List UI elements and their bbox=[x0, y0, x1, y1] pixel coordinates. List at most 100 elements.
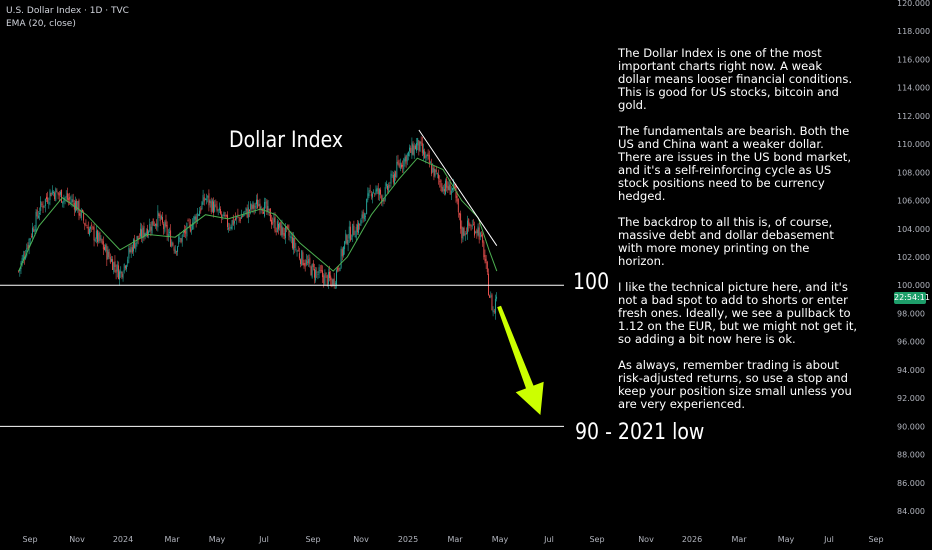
candle-body bbox=[283, 233, 285, 236]
candle-body bbox=[403, 158, 405, 170]
indicator-line[interactable]: EMA (20, close) bbox=[6, 19, 76, 29]
candle-body bbox=[345, 233, 347, 244]
candle-body bbox=[407, 152, 409, 157]
candle-body bbox=[222, 214, 224, 216]
candle-body bbox=[92, 226, 94, 229]
candle-body bbox=[109, 257, 111, 263]
candle-body bbox=[171, 241, 173, 247]
candles bbox=[18, 136, 498, 320]
candle-body bbox=[432, 167, 434, 173]
candle-body bbox=[79, 213, 81, 216]
candle-body bbox=[223, 212, 225, 217]
candle-body bbox=[85, 224, 87, 226]
candle-body bbox=[421, 143, 423, 153]
candle-body bbox=[101, 239, 103, 244]
candle-body bbox=[76, 200, 78, 211]
candle-body bbox=[196, 212, 198, 222]
candle-body bbox=[36, 209, 38, 217]
candle-body bbox=[441, 187, 443, 193]
candle-body bbox=[341, 249, 343, 257]
candle-body bbox=[494, 298, 496, 314]
candle-body bbox=[329, 271, 330, 278]
candle-body bbox=[63, 198, 65, 203]
candle-body bbox=[37, 215, 39, 218]
candle-body bbox=[496, 296, 498, 299]
candle-body bbox=[172, 243, 174, 246]
candle-body bbox=[102, 241, 104, 250]
candle-body bbox=[237, 214, 239, 216]
candle-body bbox=[289, 236, 291, 238]
candle-body bbox=[484, 254, 486, 262]
candle-body bbox=[249, 209, 250, 212]
candle-body bbox=[252, 201, 254, 209]
candle-body bbox=[467, 220, 469, 234]
candle-body bbox=[367, 193, 369, 200]
commentary-block: The Dollar Index is one of the most impo… bbox=[618, 47, 858, 411]
ema-layer bbox=[18, 157, 498, 272]
time-tick-label: May bbox=[778, 535, 795, 544]
candle-body bbox=[427, 152, 429, 157]
candle-body bbox=[450, 190, 452, 195]
price-axis[interactable]: 84.000 86.000 88.000 90.000 92.000 94.000 96.0… bbox=[897, 0, 930, 516]
chart-legend: U.S. Dollar Index · 1D · TVC EMA (20, cl… bbox=[6, 5, 129, 31]
candle-body bbox=[210, 201, 212, 212]
price-tick-label: 100.000 bbox=[897, 281, 930, 290]
candle-body bbox=[200, 208, 202, 212]
candle-body bbox=[215, 204, 217, 206]
candle-body bbox=[158, 213, 160, 217]
candle-body bbox=[259, 203, 261, 211]
candle-body bbox=[419, 141, 421, 152]
level-90-label: 90 - 2021 low bbox=[575, 420, 705, 445]
candle-body bbox=[46, 196, 47, 200]
candle-body bbox=[169, 232, 170, 233]
downtrend-line bbox=[418, 129, 498, 246]
candle-body bbox=[294, 237, 296, 248]
candle-body bbox=[392, 174, 394, 183]
candle-body bbox=[122, 273, 124, 279]
candle-body bbox=[413, 145, 415, 156]
candle-body bbox=[334, 282, 336, 285]
candle-body bbox=[336, 270, 337, 285]
candle-body bbox=[199, 210, 201, 216]
time-tick-label: Nov bbox=[69, 535, 85, 544]
candle-body bbox=[461, 226, 463, 239]
price-tick-label: 92.000 bbox=[897, 394, 925, 403]
time-tick-label: 2026 bbox=[682, 535, 702, 544]
candle-body bbox=[381, 195, 383, 202]
candle-body bbox=[180, 238, 182, 243]
candle-body bbox=[80, 210, 82, 218]
candle-body bbox=[351, 238, 353, 240]
price-tick-label: 106.000 bbox=[897, 197, 930, 206]
candle-body bbox=[192, 222, 194, 230]
candle-body bbox=[378, 189, 380, 195]
candle-body bbox=[442, 186, 444, 192]
candle-body bbox=[94, 239, 96, 242]
candle-body bbox=[177, 246, 179, 252]
candle-body bbox=[475, 231, 477, 233]
candle-body bbox=[244, 211, 246, 213]
candle-body bbox=[22, 254, 24, 261]
symbol-line[interactable]: U.S. Dollar Index · 1D · TVC bbox=[6, 6, 129, 16]
time-tick-label: Sep bbox=[22, 535, 37, 544]
candle-body bbox=[375, 189, 377, 194]
candle-body bbox=[296, 250, 298, 252]
candle-body bbox=[404, 156, 406, 162]
candle-body bbox=[34, 229, 36, 232]
candle-body bbox=[137, 235, 139, 240]
price-tick-label: 110.000 bbox=[897, 140, 930, 149]
candle-body bbox=[157, 210, 159, 228]
candle-body bbox=[287, 225, 289, 229]
candle-body bbox=[388, 184, 390, 192]
candle-body bbox=[435, 169, 437, 172]
candle-body bbox=[316, 271, 318, 273]
candle-body bbox=[426, 154, 428, 157]
candle-body bbox=[233, 220, 235, 224]
candle-body bbox=[366, 199, 368, 215]
candle-body bbox=[156, 223, 158, 227]
chart-title-annotation: Dollar Index bbox=[229, 128, 344, 153]
candle-body bbox=[483, 241, 485, 258]
time-axis[interactable]: Sep Nov 2024 Mar May Jul Sep Nov 2025 Mar May Jul Se… bbox=[22, 535, 883, 544]
candle-body bbox=[387, 185, 388, 190]
candle-body bbox=[91, 224, 93, 226]
